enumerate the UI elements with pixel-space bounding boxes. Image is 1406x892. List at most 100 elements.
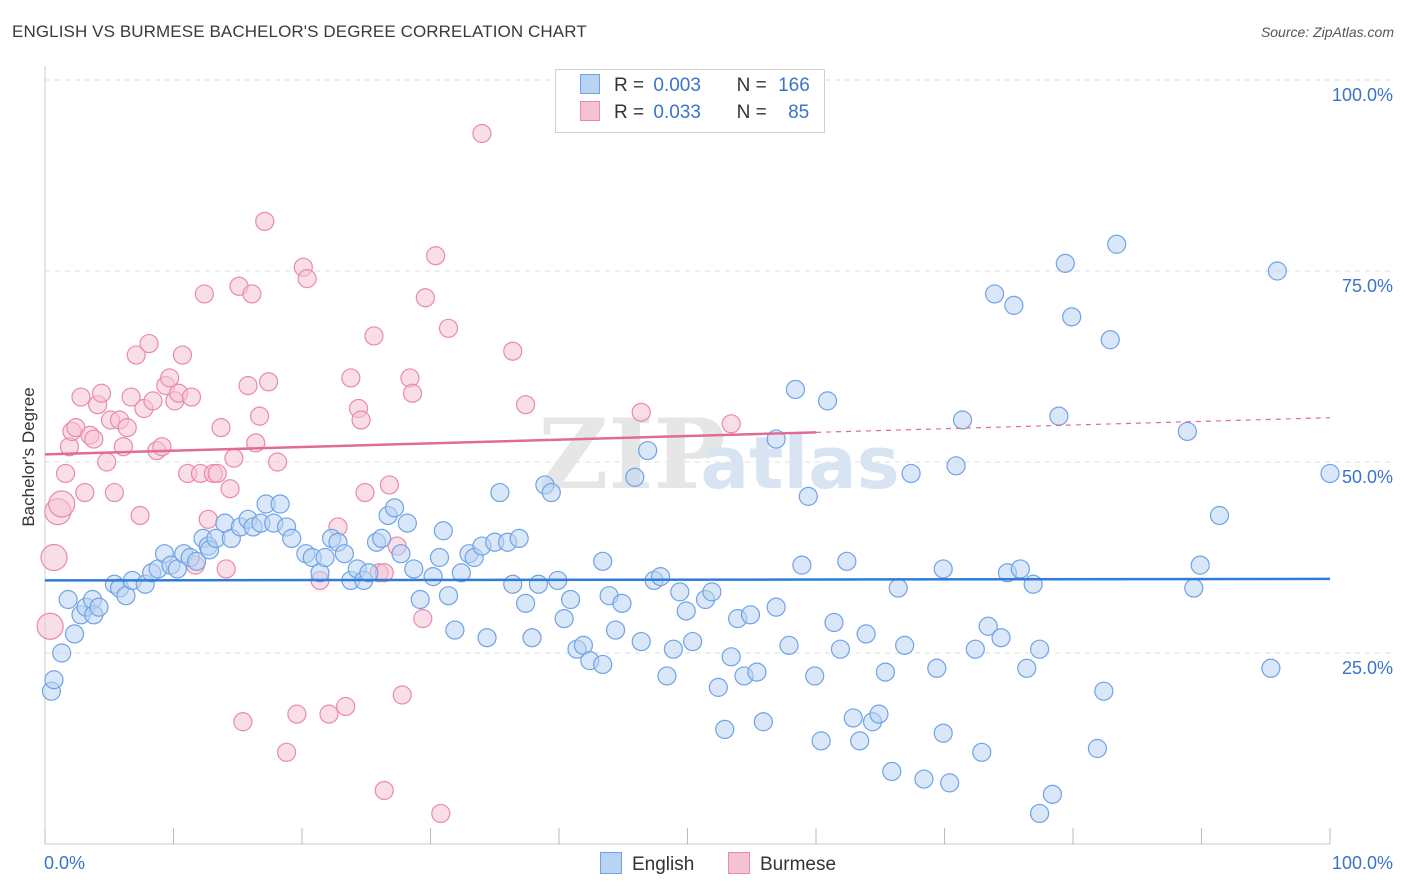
data-point: [249, 406, 270, 426]
data-point: [708, 677, 728, 697]
data-point: [104, 482, 124, 503]
data-point: [181, 387, 202, 407]
data-point: [657, 666, 677, 686]
english-swatch: [600, 852, 622, 874]
legend-label: Burmese: [760, 854, 837, 875]
legend-r-value: 0.033: [653, 102, 701, 123]
trend-lines: [44, 417, 1331, 582]
data-point: [276, 742, 297, 762]
data-point: [341, 368, 361, 388]
data-point: [490, 482, 510, 503]
data-point: [402, 383, 423, 403]
data-point: [216, 559, 236, 579]
data-point: [451, 563, 471, 583]
data-point: [404, 559, 424, 579]
watermark: ZIP atlas: [538, 398, 899, 511]
data-point: [554, 609, 574, 629]
data-point: [509, 528, 529, 549]
data-point: [220, 479, 240, 499]
data-point: [798, 486, 818, 506]
data-point: [952, 410, 973, 430]
legend-row-burmese: R = 0.033 N = 85: [580, 101, 809, 125]
data-point: [965, 639, 985, 659]
data-point: [593, 551, 613, 571]
data-point: [364, 326, 384, 346]
data-point: [71, 387, 91, 407]
data-point: [97, 452, 117, 472]
data-point: [753, 712, 773, 732]
data-point: [1190, 555, 1210, 575]
data-point: [1261, 658, 1281, 678]
data-point: [702, 582, 722, 602]
data-point: [612, 593, 632, 613]
data-point: [415, 288, 435, 308]
data-point: [991, 628, 1011, 648]
burmese-trend-line: [44, 431, 817, 456]
data-point: [187, 551, 207, 571]
data-point: [238, 376, 258, 396]
data-point: [1267, 261, 1287, 281]
y-axis-label: Bachelor's Degree: [19, 387, 38, 526]
data-point: [391, 544, 411, 564]
data-point: [663, 639, 683, 659]
data-point: [985, 284, 1005, 304]
data-point: [1029, 639, 1050, 659]
data-point: [58, 589, 78, 610]
data-point: [426, 246, 446, 266]
data-point: [445, 620, 465, 640]
burmese-swatch: [580, 101, 600, 121]
data-point: [315, 547, 335, 568]
data-point: [211, 418, 231, 438]
data-point: [515, 395, 536, 415]
data-point: [372, 528, 392, 549]
data-point: [139, 333, 159, 354]
data-point: [503, 341, 523, 361]
legend-item-burmese: Burmese: [728, 852, 836, 876]
data-point: [351, 410, 371, 430]
data-point: [721, 414, 741, 434]
data-point: [805, 666, 825, 686]
data-point: [126, 345, 146, 365]
data-point: [423, 566, 443, 587]
data-point: [1029, 803, 1050, 824]
data-point: [438, 318, 459, 338]
x-tick-label: 0.0%: [44, 853, 85, 873]
gridlines: [45, 79, 1393, 654]
data-point: [392, 685, 412, 705]
data-point: [194, 284, 214, 304]
data-point: [359, 563, 379, 583]
y-tick-label: 50.0%: [1342, 467, 1393, 487]
data-point: [255, 211, 275, 231]
data-point: [267, 452, 288, 472]
data-point: [91, 383, 112, 403]
data-point: [258, 372, 279, 392]
data-point: [978, 616, 998, 636]
data-point: [55, 463, 76, 484]
data-point: [1177, 421, 1197, 442]
data-point: [1320, 463, 1340, 484]
data-point: [560, 589, 581, 610]
data-point: [779, 635, 799, 655]
data-point: [843, 708, 863, 728]
data-point: [817, 391, 838, 411]
data-point: [792, 555, 812, 575]
data-point: [1049, 406, 1069, 426]
chart-title: ENGLISH VS BURMESE BACHELOR'S DEGREE COR…: [12, 22, 587, 41]
data-point: [683, 631, 703, 652]
data-point: [1017, 658, 1037, 678]
data-point: [379, 475, 399, 495]
data-point: [224, 448, 244, 468]
chart-source: Source: ZipAtlas.com: [1260, 24, 1394, 40]
data-point: [625, 467, 645, 487]
data-point: [946, 456, 966, 476]
data-point: [36, 612, 64, 640]
data-point: [515, 593, 536, 613]
data-point: [824, 612, 844, 633]
data-point: [811, 731, 831, 751]
data-point: [785, 379, 806, 400]
data-point: [477, 628, 497, 648]
axis-labels: 0.0% 100.0% 25.0% 50.0% 75.0% 100.0% Bachelor'…: [19, 85, 1393, 873]
data-point: [1042, 784, 1063, 804]
axes: [44, 66, 1331, 845]
